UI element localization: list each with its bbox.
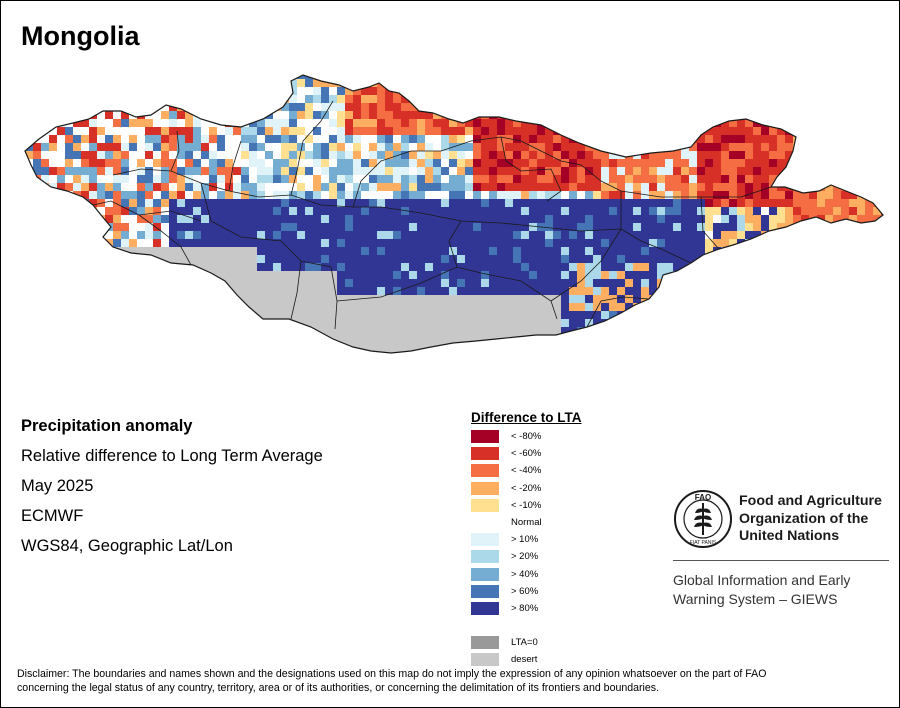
legend-label: > 80% <box>511 602 539 614</box>
info-subheading: Relative difference to Long Term Average <box>21 447 323 465</box>
legend-label: < -80% <box>511 431 542 442</box>
fao-name-line-1: Food and Agriculture <box>739 493 882 509</box>
disclaimer-line-1: Disclaimer: The boundaries and names sho… <box>17 668 767 680</box>
legend-item: > 60% <box>471 584 582 601</box>
disclaimer: Disclaimer: The boundaries and names sho… <box>17 668 887 695</box>
province-boundaries <box>92 100 772 330</box>
legend-items: < -80% < -60% < -40% < -20% < -10% Normal > 10… <box>471 429 582 670</box>
legend-item: > 80% <box>471 601 582 618</box>
legend-swatch <box>471 464 499 478</box>
fao-name: Food and Agriculture Organization of the… <box>739 493 899 546</box>
legend: Difference to LTA < -80% < -60% < -40% < -2… <box>471 410 582 670</box>
giews-line-2: Warning System – GIEWS <box>673 590 838 607</box>
legend-swatch <box>471 584 499 598</box>
legend-item: > 40% <box>471 567 582 584</box>
legend-swatch <box>471 498 499 512</box>
legend-label: < -10% <box>511 499 542 511</box>
legend-item: desert <box>471 652 582 669</box>
disclaimer-line-2: concerning the legal status of any count… <box>17 681 660 694</box>
info-heading: Precipitation anomaly <box>21 417 193 435</box>
legend-item: < -80% <box>471 429 582 446</box>
map-info-block: Precipitation anomaly Relative differenc… <box>21 415 323 565</box>
legend-swatch <box>471 430 499 443</box>
fao-name-line-2: Organization of the <box>739 510 869 527</box>
legend-item: < -20% <box>471 481 582 498</box>
legend-label: > 40% <box>511 568 539 580</box>
legend-label: LTA=0 <box>511 637 538 649</box>
legend-item: Normal <box>471 515 582 532</box>
legend-label: > 10% <box>511 534 539 546</box>
info-projection: WGS84, Geographic Lat/Lon <box>21 537 233 555</box>
fao-divider <box>673 560 889 561</box>
legend-label: > 60% <box>511 585 539 597</box>
fao-name-line-3: United Nations <box>739 528 840 544</box>
legend-item: LTA=0 <box>471 635 582 652</box>
legend-label: desert <box>511 654 538 666</box>
legend-label: < -20% <box>511 482 542 494</box>
legend-swatch <box>471 533 499 547</box>
legend-title: Difference to LTA <box>471 410 582 425</box>
legend-item: < -60% <box>471 446 582 463</box>
legend-label: Normal <box>511 516 542 528</box>
legend-item: > 10% <box>471 532 582 549</box>
svg-text:FAO: FAO <box>695 493 711 502</box>
giews-name: Global Information and Early Warning Sys… <box>673 571 889 608</box>
legend-label: < -40% <box>511 465 542 477</box>
info-date: May 2025 <box>21 477 94 495</box>
legend-swatch <box>471 636 499 650</box>
legend-swatch <box>471 601 499 615</box>
legend-swatch <box>471 550 499 564</box>
legend-swatch <box>471 481 499 495</box>
giews-line-1: Global Information and Early <box>673 572 851 588</box>
legend-swatch <box>471 653 499 667</box>
legend-item: < -40% <box>471 463 582 480</box>
legend-item <box>471 618 582 635</box>
legend-swatch <box>471 447 499 461</box>
fao-logo-icon: FAO FIAT PANIS <box>674 490 732 548</box>
svg-text:FIAT PANIS: FIAT PANIS <box>690 540 717 546</box>
legend-swatch <box>471 567 499 581</box>
info-source: ECMWF <box>21 507 84 525</box>
map-title: Mongolia <box>21 21 140 51</box>
legend-item: > 20% <box>471 549 582 566</box>
legend-label: > 20% <box>511 551 539 563</box>
legend-item: < -10% <box>471 498 582 515</box>
legend-label: < -60% <box>511 448 542 460</box>
